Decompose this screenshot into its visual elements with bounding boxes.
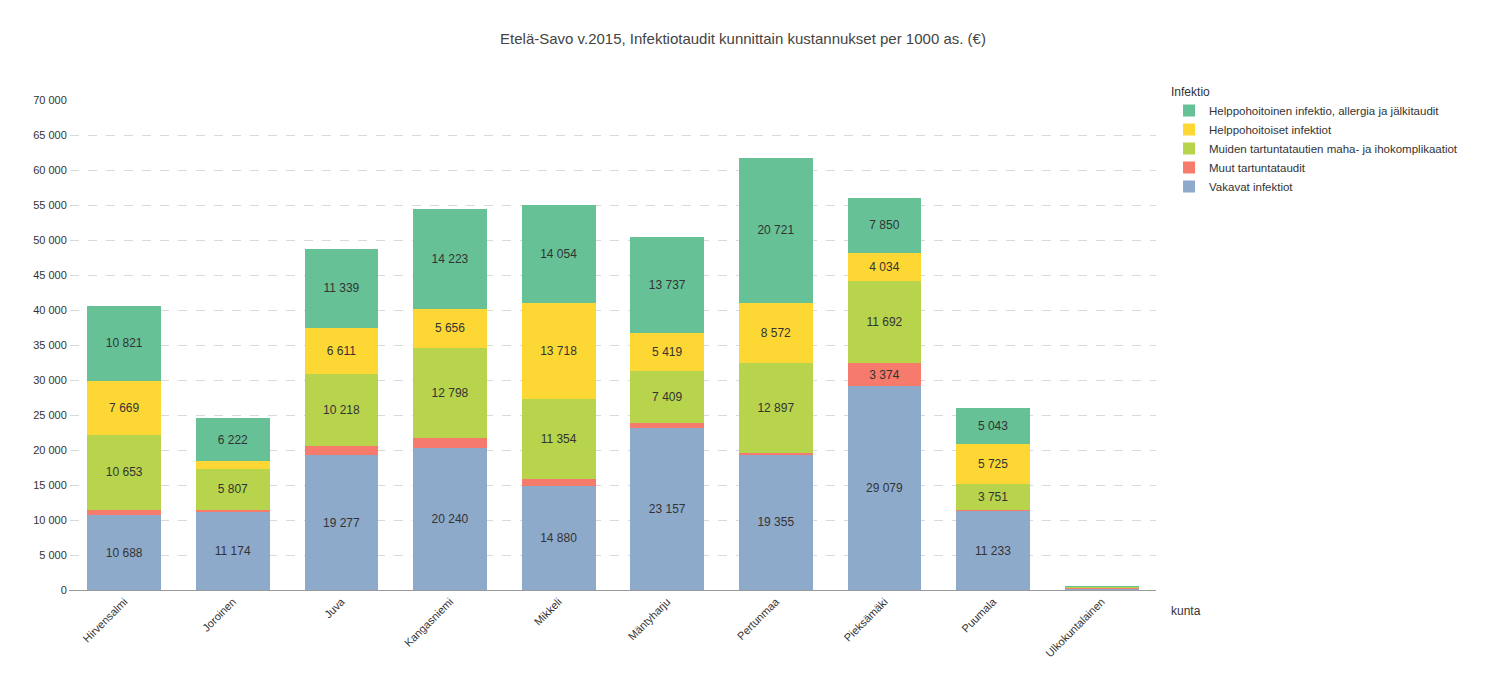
svg-text:4 034: 4 034 — [869, 260, 899, 274]
svg-text:Mikkeli: Mikkeli — [532, 596, 564, 628]
svg-text:Vakavat infektiot: Vakavat infektiot — [1209, 181, 1293, 193]
svg-text:30 000: 30 000 — [33, 374, 67, 386]
svg-text:5 725: 5 725 — [978, 457, 1008, 471]
svg-text:3 374: 3 374 — [869, 368, 899, 382]
svg-text:11 354: 11 354 — [541, 432, 577, 446]
svg-text:55 000: 55 000 — [33, 199, 67, 211]
svg-text:5 000: 5 000 — [39, 549, 67, 561]
svg-text:15 000: 15 000 — [33, 479, 67, 491]
svg-text:10 000: 10 000 — [33, 514, 67, 526]
svg-text:14 223: 14 223 — [432, 252, 469, 266]
svg-text:Helppohoitoinen infektio, alle: Helppohoitoinen infektio, allergia ja jä… — [1209, 105, 1439, 117]
svg-text:Pieksämäki: Pieksämäki — [842, 596, 890, 644]
svg-text:35 000: 35 000 — [33, 339, 67, 351]
svg-text:70 000: 70 000 — [33, 94, 67, 106]
svg-text:Hirvensalmi: Hirvensalmi — [80, 596, 129, 645]
svg-text:13 718: 13 718 — [540, 344, 577, 358]
svg-text:7 669: 7 669 — [109, 401, 139, 415]
svg-text:Infektio: Infektio — [1171, 85, 1210, 99]
svg-text:6 222: 6 222 — [218, 433, 248, 447]
svg-text:19 277: 19 277 — [323, 516, 360, 530]
svg-text:Muiden tartuntatautien maha- j: Muiden tartuntatautien maha- ja ihokompl… — [1209, 143, 1458, 155]
svg-text:Puumala: Puumala — [959, 595, 999, 635]
svg-text:Pertunmaa: Pertunmaa — [735, 595, 782, 642]
svg-text:12 897: 12 897 — [757, 401, 794, 415]
svg-text:5 656: 5 656 — [435, 321, 465, 335]
svg-text:40 000: 40 000 — [33, 304, 67, 316]
svg-text:Muut tartuntataudit: Muut tartuntataudit — [1209, 162, 1306, 174]
svg-text:14 880: 14 880 — [540, 531, 577, 545]
svg-text:23 157: 23 157 — [649, 502, 686, 516]
svg-text:10 821: 10 821 — [106, 336, 143, 350]
svg-text:12 798: 12 798 — [432, 386, 469, 400]
svg-text:10 218: 10 218 — [323, 403, 360, 417]
svg-text:11 233: 11 233 — [975, 544, 1011, 558]
svg-text:14 054: 14 054 — [540, 247, 577, 261]
svg-text:5 419: 5 419 — [652, 345, 682, 359]
svg-text:Helppohoitoiset infektiot: Helppohoitoiset infektiot — [1209, 124, 1332, 136]
svg-text:Joroinen: Joroinen — [200, 596, 238, 634]
svg-text:kunta: kunta — [1171, 604, 1201, 618]
svg-text:65 000: 65 000 — [33, 129, 67, 141]
svg-text:6 611: 6 611 — [327, 344, 356, 358]
svg-text:11 339: 11 339 — [323, 281, 359, 295]
svg-text:5 807: 5 807 — [218, 482, 248, 496]
svg-text:Kangasniemi: Kangasniemi — [402, 596, 455, 649]
svg-text:11 692: 11 692 — [866, 315, 902, 329]
svg-text:7 409: 7 409 — [652, 390, 682, 404]
svg-text:0: 0 — [61, 584, 67, 596]
svg-text:60 000: 60 000 — [33, 164, 67, 176]
svg-text:11 174: 11 174 — [215, 544, 251, 558]
svg-text:29 079: 29 079 — [866, 481, 903, 495]
svg-text:8 572: 8 572 — [761, 326, 791, 340]
svg-text:Mäntyharju: Mäntyharju — [626, 596, 673, 643]
svg-text:3 751: 3 751 — [978, 490, 1008, 504]
svg-text:25 000: 25 000 — [33, 409, 67, 421]
svg-text:5 043: 5 043 — [978, 419, 1008, 433]
svg-text:50 000: 50 000 — [33, 234, 67, 246]
svg-text:Ulkokuntalainen: Ulkokuntalainen — [1043, 596, 1107, 660]
svg-text:13 737: 13 737 — [649, 278, 686, 292]
svg-text:10 653: 10 653 — [106, 465, 143, 479]
svg-text:20 240: 20 240 — [432, 512, 469, 526]
svg-text:45 000: 45 000 — [33, 269, 67, 281]
svg-text:20 721: 20 721 — [757, 223, 794, 237]
svg-text:10 688: 10 688 — [106, 546, 143, 560]
svg-text:Juva: Juva — [322, 595, 348, 621]
svg-text:19 355: 19 355 — [757, 515, 794, 529]
svg-text:Etelä-Savo v.2015, Infektiotau: Etelä-Savo v.2015, Infektiotaudit kunnit… — [500, 30, 986, 47]
svg-text:20 000: 20 000 — [33, 444, 67, 456]
svg-text:7 850: 7 850 — [869, 218, 899, 232]
